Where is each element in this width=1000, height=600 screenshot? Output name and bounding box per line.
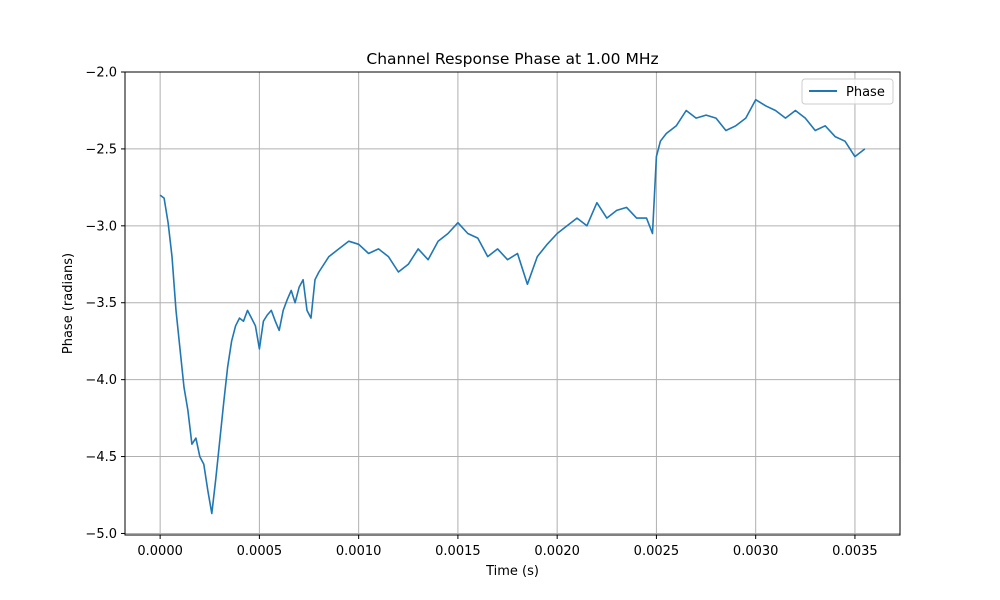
x-tick-label: 0.0000 [137, 544, 183, 559]
y-axis-ticks: −5.0 −4.5 −4.0 −3.5 −3.0 −2.5 −2.0 [85, 66, 125, 542]
legend: Phase [801, 78, 894, 105]
x-axis-ticks: 0.0000 0.0005 0.0010 0.0015 0.0020 0.0025 0.00… [137, 535, 878, 559]
x-tick-label: 0.0015 [435, 544, 481, 559]
y-tick-label: −3.5 [85, 296, 117, 311]
grid [125, 71, 900, 535]
x-tick-label: 0.0005 [237, 544, 283, 559]
chart-title: Channel Response Phase at 1.00 MHz [366, 50, 658, 68]
y-tick-label: −3.0 [85, 219, 117, 234]
legend-label-phase: Phase [846, 85, 885, 100]
y-tick-label: −2.5 [85, 142, 117, 157]
y-tick-label: −5.0 [85, 527, 117, 542]
legend-box [801, 78, 894, 105]
y-tick-label: −4.5 [85, 450, 117, 465]
y-tick-label: −2.0 [85, 66, 117, 81]
x-tick-label: 0.0030 [733, 544, 779, 559]
x-tick-label: 0.0025 [634, 544, 680, 559]
x-tick-label: 0.0010 [336, 544, 382, 559]
x-axis-title: Time (s) [485, 564, 539, 579]
series-layer [159, 98, 866, 515]
x-tick-label: 0.0035 [832, 544, 878, 559]
plot-frame [124, 71, 901, 536]
series-line-phase [159, 98, 866, 515]
y-axis-title: Phase (radians) [61, 253, 76, 354]
x-tick-label: 0.0020 [534, 544, 580, 559]
y-tick-label: −4.0 [85, 373, 117, 388]
